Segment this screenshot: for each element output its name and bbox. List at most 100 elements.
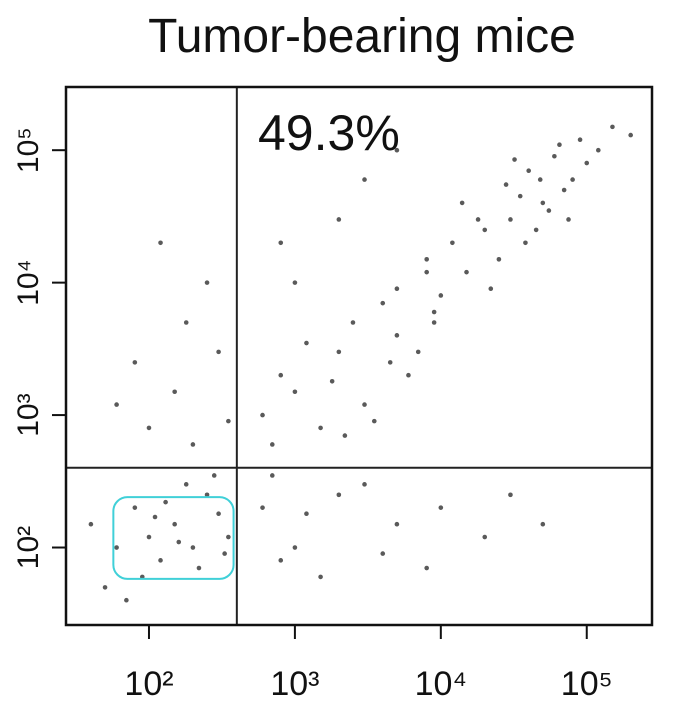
point (226, 534, 231, 540)
point (387, 360, 393, 365)
point (172, 521, 177, 527)
y-tick-label: 10² (12, 526, 45, 569)
point (350, 320, 356, 325)
point (482, 227, 488, 233)
point (260, 412, 265, 418)
point (292, 545, 298, 550)
point (438, 505, 444, 510)
point (512, 157, 517, 162)
point (537, 177, 543, 182)
point (628, 132, 633, 138)
point (318, 425, 323, 431)
point (278, 240, 284, 246)
point (278, 372, 284, 378)
point (557, 142, 562, 148)
point (329, 378, 335, 384)
point (475, 217, 481, 222)
gate (112, 496, 235, 580)
point (584, 160, 590, 166)
point (610, 124, 615, 130)
point (540, 200, 546, 206)
point (371, 418, 377, 424)
point (292, 280, 298, 285)
point (304, 511, 309, 517)
chart-title: Tumor-bearing mice (148, 10, 576, 63)
point (496, 257, 502, 262)
point (102, 585, 108, 590)
point (533, 227, 539, 233)
point (336, 349, 342, 355)
point (114, 545, 119, 550)
point (394, 286, 400, 291)
point (146, 534, 152, 540)
point (158, 558, 163, 563)
point (380, 551, 386, 556)
point (380, 300, 386, 306)
point (132, 360, 138, 365)
point (459, 200, 465, 206)
point (561, 187, 567, 193)
point (158, 240, 163, 246)
point (304, 340, 309, 346)
x-tick-label: 10² (124, 665, 173, 703)
point (152, 514, 158, 520)
point (204, 492, 210, 498)
point (394, 147, 400, 153)
point (260, 505, 265, 510)
point (552, 153, 557, 159)
point (176, 539, 182, 545)
plot-frame (64, 85, 654, 627)
point (523, 240, 528, 246)
point (424, 565, 429, 571)
x-tick-label: 10³ (270, 665, 319, 703)
point (540, 521, 546, 527)
point (362, 402, 367, 407)
point (196, 565, 202, 571)
point (211, 473, 217, 478)
point (577, 137, 583, 143)
point (146, 425, 152, 431)
point (183, 320, 189, 325)
point (190, 545, 196, 550)
point (336, 217, 342, 222)
point (503, 182, 509, 187)
point (424, 269, 429, 275)
point (438, 293, 444, 298)
point (292, 389, 298, 395)
point (362, 177, 367, 182)
point (394, 521, 400, 527)
point (124, 597, 129, 603)
y-tick-label: 10⁴ (12, 260, 45, 306)
point (415, 349, 421, 355)
point (517, 193, 523, 199)
point (362, 482, 367, 487)
point (482, 534, 488, 540)
x-tick-label: 10⁴ (415, 665, 467, 703)
point (183, 482, 189, 487)
point (431, 309, 437, 315)
point (216, 349, 221, 355)
point (132, 505, 138, 510)
point (464, 269, 469, 275)
point (424, 257, 429, 262)
point (450, 240, 455, 246)
point (394, 333, 400, 338)
x-tick-label: 10⁵ (561, 665, 613, 703)
annotation: 49.3% (258, 105, 400, 161)
point (204, 280, 210, 285)
point (269, 473, 275, 478)
point (596, 147, 601, 153)
point (508, 217, 513, 222)
point (114, 402, 119, 407)
point (278, 558, 284, 563)
point (190, 442, 196, 447)
point (163, 499, 168, 505)
point (342, 433, 348, 438)
point (222, 551, 227, 556)
point (216, 511, 221, 517)
point (508, 492, 513, 498)
point (318, 574, 323, 580)
y-tick-label: 10⁵ (12, 127, 45, 173)
point (431, 320, 437, 325)
